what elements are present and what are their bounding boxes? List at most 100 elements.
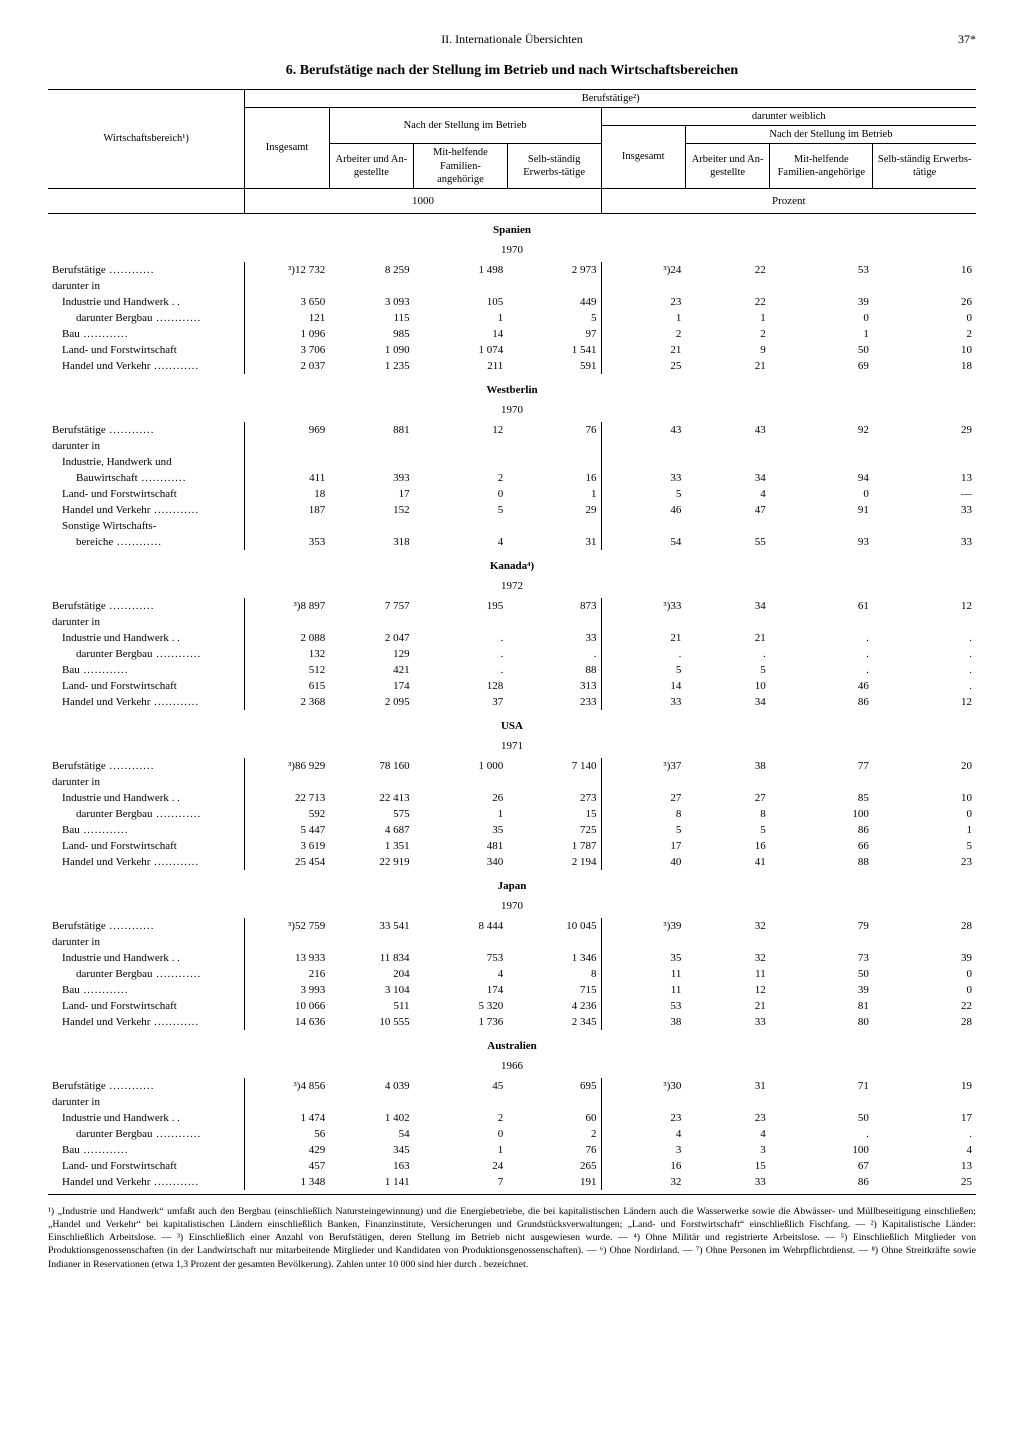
table-cell: 5 <box>601 662 685 678</box>
table-cell: 1 736 <box>414 1014 508 1030</box>
table-cell: 25 <box>601 358 685 374</box>
table-cell: 211 <box>414 358 508 374</box>
table-cell: 80 <box>770 1014 873 1030</box>
table-cell: 5 <box>601 486 685 502</box>
row-label: Land- und Forstwirtschaft <box>48 1158 245 1174</box>
col-arbeiter-1: Arbeiter und An-gestellte <box>329 144 413 188</box>
row-label: Land- und Forstwirtschaft <box>48 678 245 694</box>
table-cell: 61 <box>770 598 873 614</box>
col-selbst-1: Selb-ständig Erwerbs-tätige <box>507 144 601 188</box>
table-cell: 3 104 <box>329 982 413 998</box>
table-cell: 393 <box>329 470 413 486</box>
col-insgesamt-1: Insgesamt <box>245 108 329 189</box>
table-cell: 34 <box>685 694 769 710</box>
table-cell: 10 045 <box>507 918 601 934</box>
table-cell: . <box>873 630 976 646</box>
table-cell: 4 687 <box>329 822 413 838</box>
section-year: 1966 <box>48 1058 976 1078</box>
page-number: 37* <box>958 32 976 47</box>
table-cell: 33 <box>685 1174 769 1190</box>
table-cell: . <box>601 646 685 662</box>
section-country: Kanada⁴) <box>48 550 976 578</box>
table-cell: ³)24 <box>601 262 685 278</box>
table-cell: 19 <box>873 1078 976 1094</box>
table-cell: 39 <box>770 982 873 998</box>
table-cell: 29 <box>507 502 601 518</box>
table-cell: 15 <box>685 1158 769 1174</box>
table-cell: 1 <box>507 486 601 502</box>
table-cell: 22 <box>685 294 769 310</box>
table-cell: 0 <box>414 486 508 502</box>
table-cell: 3 093 <box>329 294 413 310</box>
table-cell: 12 <box>873 598 976 614</box>
table-cell: 22 <box>685 262 769 278</box>
row-label: Industrie und Handwerk . . <box>48 950 245 966</box>
col-selbst-2: Selb-ständig Erwerbs-tätige <box>873 144 976 188</box>
table-cell: 5 <box>507 310 601 326</box>
table-cell: 31 <box>507 534 601 550</box>
table-cell: 17 <box>329 486 413 502</box>
table-cell: 715 <box>507 982 601 998</box>
table-cell: 1 235 <box>329 358 413 374</box>
table-cell: 35 <box>414 822 508 838</box>
table-cell: 50 <box>770 342 873 358</box>
row-label: Berufstätige <box>48 918 245 934</box>
table-cell: 2 194 <box>507 854 601 870</box>
section-year: 1971 <box>48 738 976 758</box>
table-cell: 33 <box>873 502 976 518</box>
table-cell: 1 351 <box>329 838 413 854</box>
table-cell: 985 <box>329 326 413 342</box>
row-label: darunter Bergbau <box>48 310 245 326</box>
row-label: Handel und Verkehr <box>48 694 245 710</box>
row-label: Handel und Verkehr <box>48 502 245 518</box>
table-cell: 353 <box>245 534 329 550</box>
table-cell: 0 <box>873 966 976 982</box>
table-cell: 8 444 <box>414 918 508 934</box>
row-label: Handel und Verkehr <box>48 854 245 870</box>
table-cell: 3 993 <box>245 982 329 998</box>
row-label: Berufstätige <box>48 758 245 774</box>
table-cell: 1 <box>414 310 508 326</box>
table-cell: 33 541 <box>329 918 413 934</box>
row-label: Bau <box>48 662 245 678</box>
table-cell: 5 447 <box>245 822 329 838</box>
table-cell: 35 <box>601 950 685 966</box>
table-cell: 449 <box>507 294 601 310</box>
table-cell: 100 <box>770 1142 873 1158</box>
table-cell: 14 636 <box>245 1014 329 1030</box>
table-cell: 10 066 <box>245 998 329 1014</box>
table-cell: 2 <box>601 326 685 342</box>
table-cell: 0 <box>414 1126 508 1142</box>
table-cell: ³)4 856 <box>245 1078 329 1094</box>
row-label: Industrie und Handwerk . . <box>48 294 245 310</box>
row-label: Land- und Forstwirtschaft <box>48 998 245 1014</box>
col-berufstaetige: Berufstätige²) <box>245 90 976 108</box>
table-cell: 129 <box>329 646 413 662</box>
table-cell: 23 <box>601 1110 685 1126</box>
table-cell: 47 <box>685 502 769 518</box>
table-cell: . <box>770 662 873 678</box>
table-cell: 77 <box>770 758 873 774</box>
table-cell: 1 <box>873 822 976 838</box>
table-cell: ³)30 <box>601 1078 685 1094</box>
table-cell: 4 039 <box>329 1078 413 1094</box>
table-cell: 0 <box>873 982 976 998</box>
table-cell: 73 <box>770 950 873 966</box>
row-label: Bau <box>48 326 245 342</box>
row-label: Land- und Forstwirtschaft <box>48 838 245 854</box>
table-cell: 22 <box>873 998 976 1014</box>
table-cell: 20 <box>873 758 976 774</box>
table-cell: 55 <box>685 534 769 550</box>
table-cell: . <box>770 1126 873 1142</box>
table-cell: 4 <box>601 1126 685 1142</box>
table-cell: 2 368 <box>245 694 329 710</box>
table-cell: 11 <box>601 982 685 998</box>
table-cell: 4 <box>414 534 508 550</box>
table-cell: . <box>873 662 976 678</box>
table-cell: 66 <box>770 838 873 854</box>
table-cell: 15 <box>507 806 601 822</box>
table-cell: 29 <box>873 422 976 438</box>
table-cell: 115 <box>329 310 413 326</box>
row-label: Handel und Verkehr <box>48 1174 245 1190</box>
table-cell: 12 <box>414 422 508 438</box>
